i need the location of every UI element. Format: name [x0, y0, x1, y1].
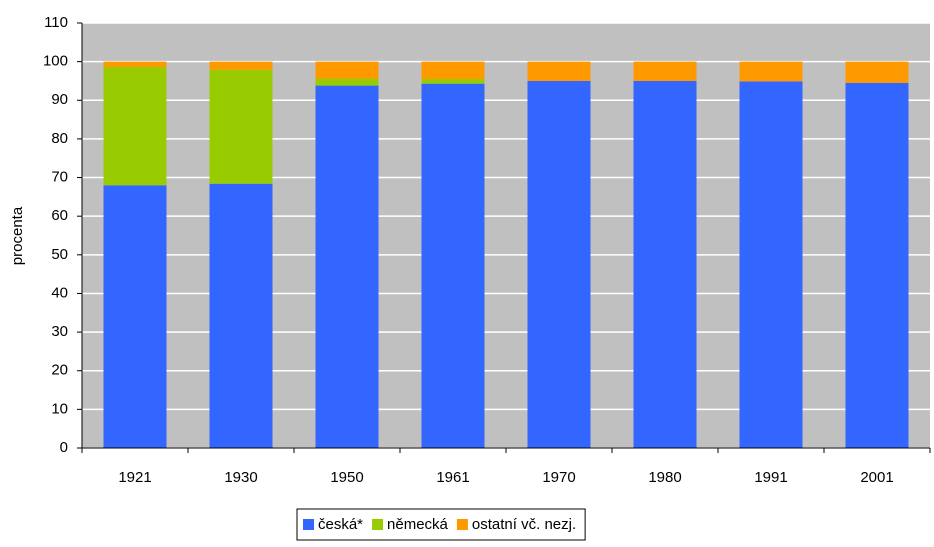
legend-label: ostatní vč. nezj. — [472, 516, 576, 533]
bar-segment — [527, 61, 591, 81]
bar-segment — [103, 185, 167, 449]
x-tick-label: 1970 — [542, 469, 575, 486]
y-tick-label: 90 — [51, 91, 68, 108]
y-tick-label: 40 — [51, 284, 68, 301]
plot-area — [82, 23, 930, 448]
bar-segment — [103, 67, 167, 186]
y-tick-label: 20 — [51, 362, 68, 379]
y-tick-label: 80 — [51, 130, 68, 147]
x-tick-label: 1921 — [118, 469, 151, 486]
bar-segment — [633, 61, 697, 81]
bar-segment — [633, 80, 697, 449]
x-tick-label: 1961 — [436, 469, 469, 486]
x-tick-label: 1950 — [330, 469, 363, 486]
bar-segment — [845, 82, 909, 449]
bar-segment — [209, 183, 273, 448]
x-tick-label: 1980 — [648, 469, 681, 486]
y-tick-label: 70 — [51, 169, 68, 186]
x-tick-label: 2001 — [860, 469, 893, 486]
y-tick-label: 60 — [51, 207, 68, 224]
legend-label: česká* — [318, 516, 363, 533]
legend-swatch — [456, 519, 468, 530]
bar-segment — [739, 81, 803, 448]
bar-segment — [315, 61, 379, 79]
legend-swatch — [372, 519, 384, 530]
bar-segment — [315, 85, 379, 448]
y-tick-label: 110 — [44, 14, 68, 31]
bar-segment — [527, 80, 591, 449]
bar-segment — [315, 78, 379, 86]
bar-segment — [209, 61, 273, 70]
y-tick-label: 50 — [51, 246, 68, 263]
legend — [296, 508, 586, 541]
x-tick-label: 1991 — [754, 469, 787, 486]
y-tick-label: 10 — [51, 400, 68, 417]
y-tick-label: 30 — [51, 323, 68, 340]
bar-segment — [845, 61, 909, 83]
x-tick-label: 1930 — [224, 469, 257, 486]
legend-swatch — [303, 519, 314, 530]
bar-segment — [421, 83, 485, 448]
y-tick-label: 100 — [43, 53, 68, 70]
legend-label: německá — [387, 516, 449, 533]
bar-segment — [739, 61, 803, 82]
bar-segment — [209, 69, 273, 184]
bar-segment — [103, 61, 167, 68]
bar-segment — [421, 61, 485, 80]
y-tick-label: 0 — [60, 439, 68, 456]
bar-segment — [421, 79, 485, 84]
y-axis-title: procenta — [9, 206, 26, 265]
